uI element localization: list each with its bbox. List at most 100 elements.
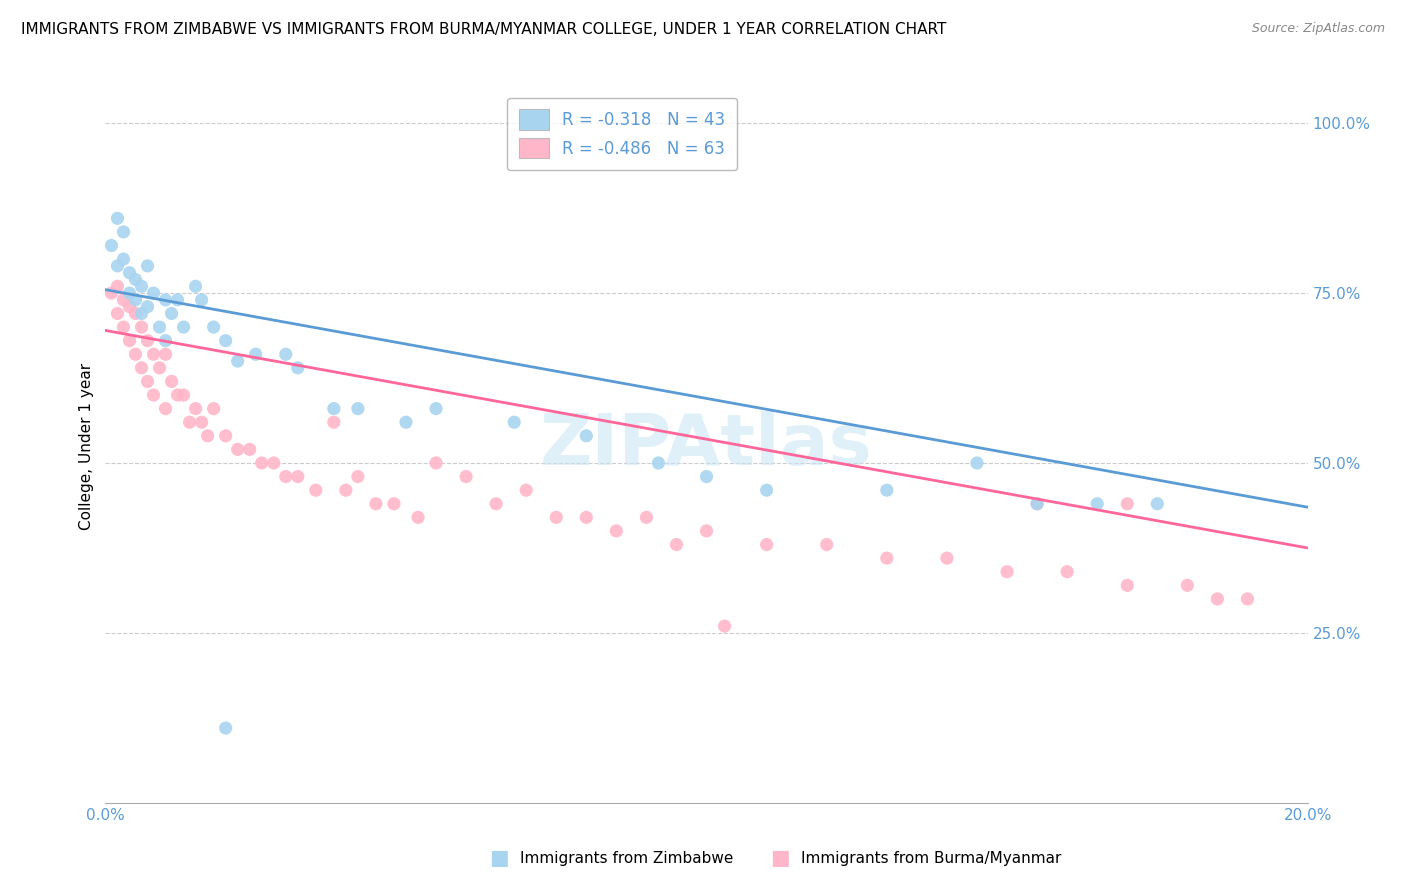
Point [197,429,219,443]
Point [575,510,598,524]
Point [112,293,135,307]
Point [131,360,153,375]
Point [287,360,309,375]
Point [136,334,159,348]
Point [100,238,122,252]
Point [274,469,297,483]
Point [713,619,735,633]
Point [1085,497,1108,511]
Point [1116,497,1139,511]
Point [755,537,778,551]
Point [190,293,212,307]
Point [647,456,669,470]
Point [100,286,122,301]
Point [142,388,165,402]
Point [148,360,170,375]
Point [142,347,165,361]
Point [226,442,249,457]
Point [406,510,429,524]
Point [995,565,1018,579]
Point [118,334,141,348]
Point [142,286,165,301]
Y-axis label: College, Under 1 year: College, Under 1 year [79,362,94,530]
Point [876,551,898,566]
Point [179,415,201,429]
Point [112,320,135,334]
Point [131,279,153,293]
Point [107,211,129,226]
Point [1175,578,1198,592]
Point [160,306,183,320]
Text: Source: ZipAtlas.com: Source: ZipAtlas.com [1251,22,1385,36]
Text: ZIPAtlas: ZIPAtlas [540,411,873,481]
Point [1206,591,1229,606]
Point [1116,578,1139,592]
Legend: R = -0.318   N = 43, R = -0.486   N = 63: R = -0.318 N = 43, R = -0.486 N = 63 [508,97,737,169]
Point [214,334,236,348]
Point [214,429,236,443]
Point [425,401,447,416]
Point [485,497,508,511]
Point [696,469,718,483]
Point [118,300,141,314]
Point [696,524,718,538]
Point [287,469,309,483]
Point [107,306,129,320]
Point [112,252,135,266]
Point [546,510,568,524]
Point [124,306,146,320]
Point [425,456,447,470]
Point [166,388,188,402]
Point [239,442,262,457]
Point [166,293,188,307]
Text: Immigrants from Burma/Myanmar: Immigrants from Burma/Myanmar [801,851,1062,865]
Point [966,456,988,470]
Point [395,415,418,429]
Point [936,551,959,566]
Text: IMMIGRANTS FROM ZIMBABWE VS IMMIGRANTS FROM BURMA/MYANMAR COLLEGE, UNDER 1 YEAR : IMMIGRANTS FROM ZIMBABWE VS IMMIGRANTS F… [21,22,946,37]
Point [136,300,159,314]
Point [184,279,207,293]
Point [1056,565,1078,579]
Point [245,347,267,361]
Point [347,469,370,483]
Point [173,388,195,402]
Point [335,483,357,498]
Point [131,320,153,334]
Point [250,456,273,470]
Point [1236,591,1258,606]
Point [636,510,658,524]
Text: ■: ■ [770,848,790,868]
Point [1026,497,1049,511]
Point [503,415,526,429]
Point [136,375,159,389]
Point [665,537,688,551]
Point [160,375,183,389]
Point [118,286,141,301]
Text: ■: ■ [489,848,509,868]
Text: Immigrants from Zimbabwe: Immigrants from Zimbabwe [520,851,734,865]
Point [112,225,135,239]
Point [124,272,146,286]
Point [755,483,778,498]
Point [131,306,153,320]
Point [322,401,344,416]
Point [107,279,129,293]
Point [364,497,387,511]
Point [118,266,141,280]
Point [184,401,207,416]
Point [124,347,146,361]
Point [148,320,170,334]
Point [876,483,898,498]
Point [1146,497,1168,511]
Point [155,293,177,307]
Point [107,259,129,273]
Point [226,354,249,368]
Point [155,334,177,348]
Point [454,469,477,483]
Point [575,429,598,443]
Point [605,524,627,538]
Point [155,401,177,416]
Point [382,497,405,511]
Point [1026,497,1049,511]
